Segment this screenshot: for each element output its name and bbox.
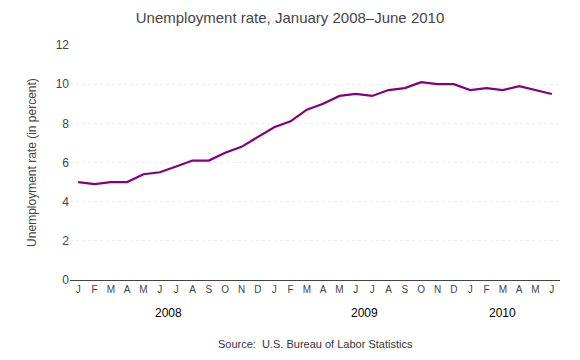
svg-text:M: M — [499, 284, 507, 295]
svg-text:M: M — [303, 284, 311, 295]
svg-text:F: F — [483, 284, 489, 295]
svg-text:M: M — [107, 284, 115, 295]
svg-text:J: J — [549, 284, 554, 295]
svg-text:6: 6 — [62, 156, 69, 170]
svg-text:Unemployment rate, January 200: Unemployment rate, January 2008–June 201… — [136, 9, 445, 26]
svg-text:A: A — [385, 284, 392, 295]
svg-text:J: J — [370, 284, 375, 295]
svg-text:F: F — [287, 284, 293, 295]
svg-text:J: J — [353, 284, 358, 295]
svg-text:Source: U.S. Bureau of Labor: Source: U.S. Bureau of Labor Statistics — [218, 338, 413, 350]
svg-text:M: M — [335, 284, 343, 295]
svg-text:J: J — [468, 284, 473, 295]
svg-text:S: S — [205, 284, 212, 295]
svg-text:S: S — [401, 284, 408, 295]
svg-text:F: F — [91, 284, 97, 295]
svg-text:J: J — [157, 284, 162, 295]
svg-text:O: O — [221, 284, 229, 295]
svg-text:2010: 2010 — [489, 306, 516, 320]
svg-text:D: D — [254, 284, 261, 295]
svg-text:2008: 2008 — [155, 306, 182, 320]
svg-text:O: O — [417, 284, 425, 295]
svg-text:Unemployment rate (in percent): Unemployment rate (in percent) — [25, 78, 39, 247]
svg-text:2: 2 — [62, 234, 69, 248]
svg-text:D: D — [450, 284, 457, 295]
svg-text:A: A — [124, 284, 131, 295]
svg-text:J: J — [76, 284, 81, 295]
svg-text:J: J — [174, 284, 179, 295]
svg-text:A: A — [516, 284, 523, 295]
svg-text:8: 8 — [62, 117, 69, 131]
svg-text:J: J — [272, 284, 277, 295]
svg-text:10: 10 — [56, 77, 70, 91]
svg-text:M: M — [139, 284, 147, 295]
svg-text:2009: 2009 — [351, 306, 378, 320]
svg-text:12: 12 — [56, 38, 70, 52]
svg-text:N: N — [434, 284, 441, 295]
svg-text:4: 4 — [62, 195, 69, 209]
svg-text:A: A — [320, 284, 327, 295]
svg-text:A: A — [189, 284, 196, 295]
svg-text:N: N — [238, 284, 245, 295]
svg-text:M: M — [531, 284, 539, 295]
svg-text:0: 0 — [62, 273, 69, 287]
